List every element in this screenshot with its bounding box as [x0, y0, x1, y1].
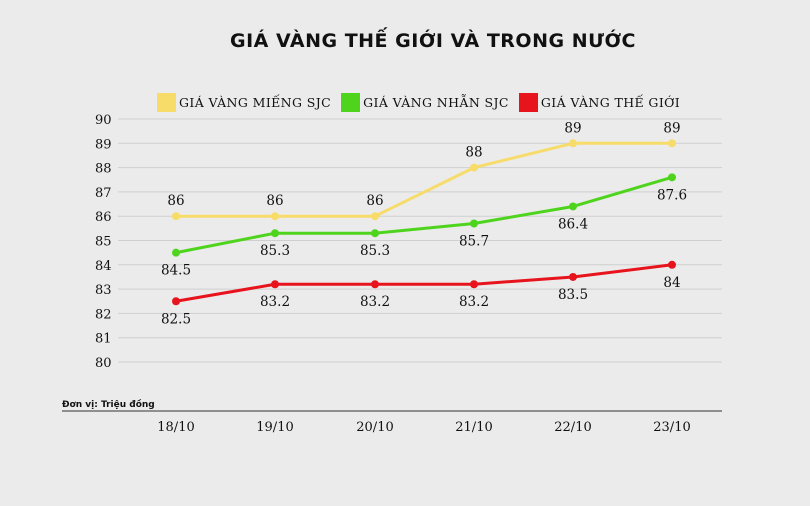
y-tick-label-5: 85	[95, 235, 112, 250]
x-tick-label-2: 20/10	[356, 420, 393, 435]
data-label-2-2: 83.2	[360, 294, 390, 310]
data-point-2-2	[371, 280, 379, 289]
y-tick-label-7: 87	[95, 186, 112, 201]
data-point-2-0	[172, 297, 180, 306]
x-tick-label-3: 21/10	[455, 420, 492, 435]
unit-note: Đơn vị: Triệu đồng	[62, 400, 155, 410]
y-tick-label-1: 81	[95, 332, 112, 347]
data-label-2-0: 82.5	[161, 311, 191, 327]
legend-label-sjc-ring: GIÁ VÀNG NHẪN SJC	[363, 94, 509, 110]
chart-title: GIÁ VÀNG THẾ GIỚI VÀ TRONG NƯỚC	[229, 30, 637, 52]
x-tick-label-1: 19/10	[256, 420, 293, 435]
data-label-0-0: 86	[167, 193, 184, 209]
y-tick-label-2: 82	[95, 307, 112, 322]
series-line-2	[175, 263, 673, 303]
legend-label-sjc-bar: GIÁ VÀNG MIẾNG SJC	[179, 94, 332, 110]
legend-item-sjc-bar: GIÁ VÀNG MIẾNG SJC	[157, 92, 332, 112]
data-point-0-0	[172, 212, 180, 221]
series-line-0	[176, 141, 672, 218]
data-label-1-4: 86.4	[558, 216, 588, 232]
legend-swatch-world	[518, 92, 538, 112]
data-label-1-5: 87.6	[657, 187, 687, 203]
data-label-1-0: 84.5	[161, 263, 191, 279]
data-label-0-4: 89	[564, 120, 581, 136]
data-label-2-1: 83.2	[260, 294, 290, 310]
data-point-1-1	[271, 229, 279, 238]
data-label-1-1: 85.3	[260, 243, 290, 259]
data-label-0-1: 86	[266, 193, 283, 209]
series-line-1	[175, 175, 673, 255]
legend-item-sjc-ring: GIÁ VÀNG NHẪN SJC	[341, 92, 509, 112]
y-tick-label-0: 80	[95, 356, 112, 371]
data-label-2-3: 83.2	[459, 294, 489, 310]
legend-label-world: GIÁ VÀNG THẾ GIỚI	[540, 94, 681, 110]
data-point-2-1	[271, 280, 279, 289]
legend: GIÁ VÀNG MIẾNG SJC GIÁ VÀNG NHẪN SJC GIÁ…	[157, 92, 690, 112]
y-tick-label-6: 86	[95, 210, 112, 225]
data-point-0-5	[668, 139, 676, 148]
x-tick-label-0: 18/10	[157, 420, 194, 435]
y-tick-label-9: 89	[95, 137, 112, 152]
data-point-0-2	[371, 212, 379, 221]
data-label-0-5: 89	[663, 120, 680, 136]
data-label-2-4: 83.5	[558, 287, 588, 303]
data-point-0-3	[470, 163, 478, 172]
data-point-2-5	[668, 260, 676, 269]
data-point-2-3	[470, 280, 478, 289]
x-tick-label-4: 22/10	[554, 420, 591, 435]
data-point-1-2	[371, 229, 379, 238]
y-tick-label-8: 88	[95, 162, 112, 177]
data-point-2-4	[569, 272, 577, 281]
data-label-1-2: 85.3	[360, 243, 390, 259]
legend-swatch-sjc-ring	[341, 92, 361, 112]
legend-swatch-sjc-bar	[157, 92, 176, 112]
data-point-1-3	[470, 219, 478, 228]
data-point-0-4	[569, 139, 577, 148]
y-tick-label-10: 90	[95, 113, 112, 128]
x-tick-label-5: 23/10	[653, 420, 690, 435]
legend-item-world: GIÁ VÀNG THẾ GIỚI	[518, 92, 681, 112]
data-label-0-2: 86	[366, 193, 383, 209]
data-label-1-3: 85.7	[459, 233, 489, 249]
data-label-0-3: 88	[465, 145, 482, 161]
data-point-1-0	[172, 248, 180, 257]
y-tick-label-4: 84	[95, 259, 112, 274]
data-point-1-5	[668, 173, 676, 182]
data-label-2-5: 84	[663, 275, 680, 291]
data-point-0-1	[271, 212, 279, 221]
data-point-1-4	[569, 202, 577, 211]
y-tick-label-3: 83	[95, 283, 112, 298]
